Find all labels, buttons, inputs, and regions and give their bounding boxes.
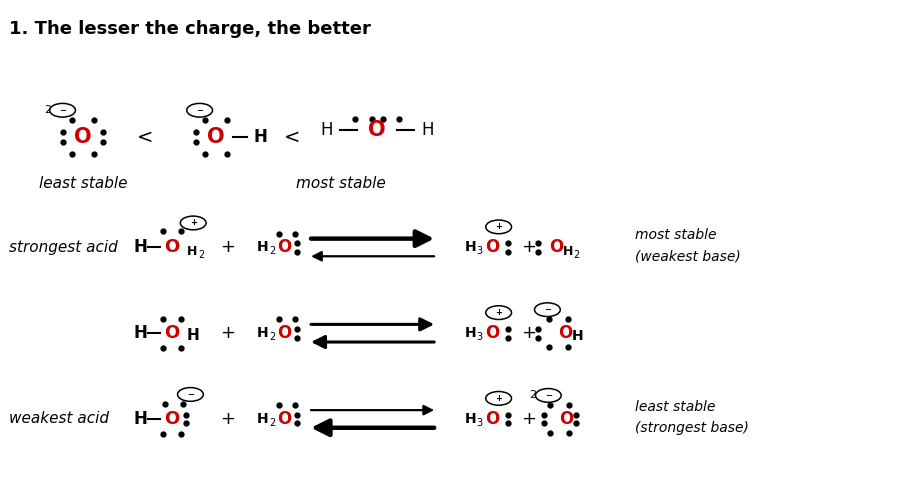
Text: H: H: [133, 410, 147, 428]
Text: O: O: [368, 120, 386, 140]
Text: (strongest base): (strongest base): [634, 421, 748, 435]
Text: 2: 2: [528, 391, 536, 400]
Text: −: −: [196, 106, 203, 115]
Text: O: O: [165, 324, 179, 342]
Text: most stable: most stable: [295, 176, 385, 191]
Text: +: +: [521, 239, 536, 256]
Text: H: H: [187, 245, 197, 258]
Text: 3: 3: [476, 418, 482, 428]
Text: H: H: [572, 329, 584, 343]
Text: −: −: [543, 305, 550, 314]
Text: H: H: [256, 241, 268, 254]
Text: O: O: [277, 324, 290, 342]
Text: O: O: [207, 127, 225, 147]
Text: 3: 3: [476, 246, 482, 256]
Text: O: O: [74, 127, 92, 147]
Text: +: +: [220, 410, 234, 428]
Text: 2: 2: [269, 332, 276, 342]
Text: 3: 3: [476, 332, 482, 342]
Text: least stable: least stable: [39, 176, 127, 191]
Text: 2: 2: [573, 250, 579, 260]
Text: O: O: [559, 410, 573, 428]
Text: most stable: most stable: [634, 228, 716, 242]
Text: H: H: [187, 328, 199, 343]
Text: −: −: [187, 390, 194, 399]
Text: O: O: [484, 239, 498, 256]
Text: O: O: [484, 410, 498, 428]
Text: O: O: [549, 239, 562, 256]
Text: 2: 2: [269, 418, 276, 428]
Text: +: +: [494, 308, 502, 317]
Text: weakest acid: weakest acid: [9, 412, 109, 426]
Text: H: H: [464, 326, 476, 340]
Text: O: O: [165, 410, 179, 428]
Text: H: H: [464, 412, 476, 426]
Text: H: H: [320, 121, 333, 139]
Text: <: <: [284, 128, 301, 147]
Text: 2: 2: [269, 246, 276, 256]
Text: strongest acid: strongest acid: [9, 240, 118, 255]
Text: O: O: [558, 324, 572, 342]
Text: least stable: least stable: [634, 400, 714, 414]
Text: H: H: [256, 326, 268, 340]
Text: H: H: [133, 239, 147, 256]
Text: +: +: [189, 219, 197, 227]
Text: 1. The lesser the charge, the better: 1. The lesser the charge, the better: [9, 20, 370, 38]
Text: +: +: [220, 324, 234, 342]
Text: <: <: [137, 128, 153, 147]
Text: O: O: [277, 239, 290, 256]
Text: H: H: [256, 412, 268, 426]
Text: O: O: [484, 324, 498, 342]
Text: +: +: [220, 239, 234, 256]
Text: O: O: [165, 239, 179, 256]
Text: H: H: [253, 128, 267, 146]
Text: H: H: [421, 121, 434, 139]
Text: +: +: [494, 222, 502, 231]
Text: −: −: [59, 106, 66, 115]
Text: H: H: [464, 241, 476, 254]
Text: +: +: [521, 324, 536, 342]
Text: +: +: [494, 394, 502, 403]
Text: 2: 2: [44, 105, 51, 115]
Text: H: H: [562, 245, 573, 258]
Text: +: +: [521, 410, 536, 428]
Text: −: −: [544, 391, 551, 400]
Text: O: O: [277, 410, 290, 428]
Text: (weakest base): (weakest base): [634, 249, 740, 263]
Text: 2: 2: [198, 250, 204, 260]
Text: H: H: [133, 324, 147, 342]
